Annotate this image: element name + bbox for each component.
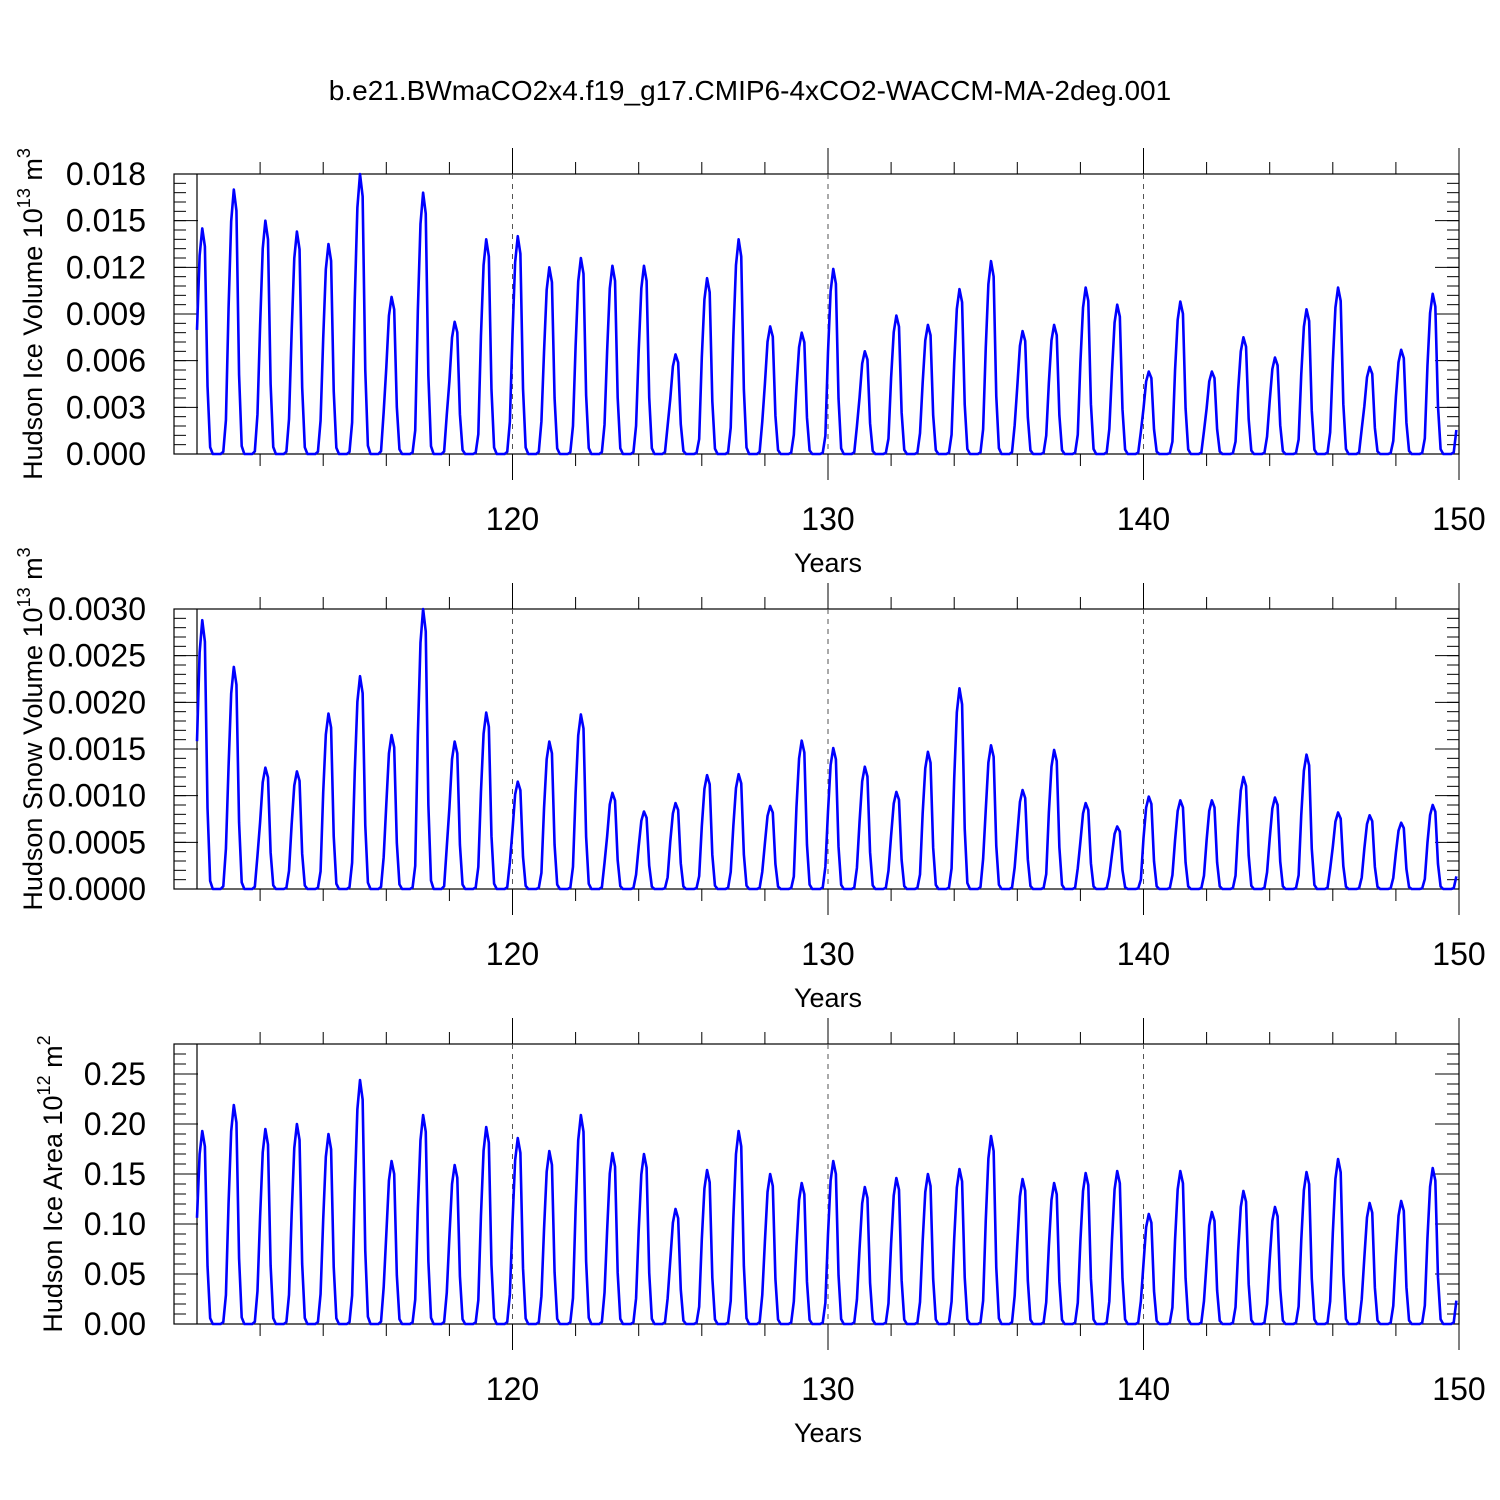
x-axis-label: Years [794, 983, 862, 1013]
x-axis-label: Years [794, 548, 862, 578]
y-tick-label: 0.0020 [48, 684, 146, 720]
y-axis-label-unit-exponent: 3 [14, 148, 34, 158]
x-tick-label: 140 [1117, 936, 1170, 972]
y-axis-label: Hudson Snow Volume 1013 m3 [14, 547, 48, 910]
panel-ice-area: 120 130 140 150 Years 0.00 0.05 0.10 0.15 0.20 0.2… [34, 1018, 1486, 1448]
y-tick-label: 0.00 [84, 1306, 146, 1342]
y-axis-label-unit: m [38, 1045, 68, 1075]
panels-container: 120 130 140 150Years0.0000.0030.0060.0090.0… [14, 148, 1486, 1448]
x-tick-label: 150 [1432, 1371, 1485, 1407]
x-axis-label: Years [794, 1418, 862, 1448]
chart-title: b.e21.BWmaCO2x4.f19_g17.CMIP6-4xCO2-WACC… [329, 75, 1171, 106]
y-tick-label: 0.0015 [48, 731, 146, 767]
y-tick-label: 0.012 [66, 249, 146, 285]
y-axis-label-unit-exponent: 2 [34, 1035, 54, 1045]
y-axis-label-exponent: 13 [14, 587, 34, 607]
y-tick-label: 0.15 [84, 1156, 146, 1192]
x-tick-label: 140 [1117, 1371, 1170, 1407]
x-tick-label: 150 [1432, 501, 1485, 537]
y-tick-label: 0.25 [84, 1056, 146, 1092]
y-axis-label-unit: m [18, 158, 48, 188]
y-tick-label: 0.018 [66, 156, 146, 192]
x-tick-label: 120 [486, 1371, 539, 1407]
series-line-ice-area [195, 1078, 1458, 1326]
y-tick-label: 0.20 [84, 1106, 146, 1142]
y-tick-label: 0.003 [66, 389, 146, 425]
y-tick-label: 0.0005 [48, 824, 146, 860]
y-axis-label-unit: m [18, 557, 48, 587]
y-tick-label: 0.0030 [48, 591, 146, 627]
y-tick-label: 0.0025 [48, 638, 146, 674]
x-tick-label: 130 [801, 1371, 854, 1407]
y-tick-label: 0.0000 [48, 871, 146, 907]
panel-ice-volume: 120 130 140 150 Years 0.000 0.003 0.006 0.009 0.0… [14, 148, 1486, 578]
y-axis-label-text: Hudson Ice Volume 10 [18, 208, 48, 480]
series-line-snow-volume [195, 607, 1458, 891]
x-tick-label: 130 [801, 936, 854, 972]
y-axis-label-unit-exponent: 3 [14, 547, 34, 557]
panel-snow-volume: 120 130 140 150 Years 0.0000 0.0005 0.0010 0.001… [14, 547, 1486, 1013]
y-tick-label: 0.10 [84, 1206, 146, 1242]
series-line-ice-volume [195, 172, 1458, 456]
x-tick-label: 120 [486, 501, 539, 537]
y-axis-label-exponent: 12 [34, 1075, 54, 1095]
x-tick-label: 150 [1432, 936, 1485, 972]
x-tick-label: 140 [1117, 501, 1170, 537]
y-axis-label-text: Hudson Ice Area 10 [38, 1095, 68, 1332]
y-axis-label: Hudson Ice Area 1012 m2 [34, 1035, 68, 1332]
y-tick-label: 0.05 [84, 1256, 146, 1292]
y-axis-label-text: Hudson Snow Volume 10 [18, 607, 48, 910]
y-tick-label: 0.015 [66, 203, 146, 239]
x-tick-label: 130 [801, 501, 854, 537]
y-tick-label: 0.0010 [48, 778, 146, 814]
y-tick-label: 0.006 [66, 343, 146, 379]
x-tick-label: 120 [486, 936, 539, 972]
y-axis-label-exponent: 13 [14, 188, 34, 208]
y-axis-label: Hudson Ice Volume 1013 m3 [14, 148, 48, 480]
y-tick-label: 0.009 [66, 296, 146, 332]
y-tick-label: 0.000 [66, 436, 146, 472]
